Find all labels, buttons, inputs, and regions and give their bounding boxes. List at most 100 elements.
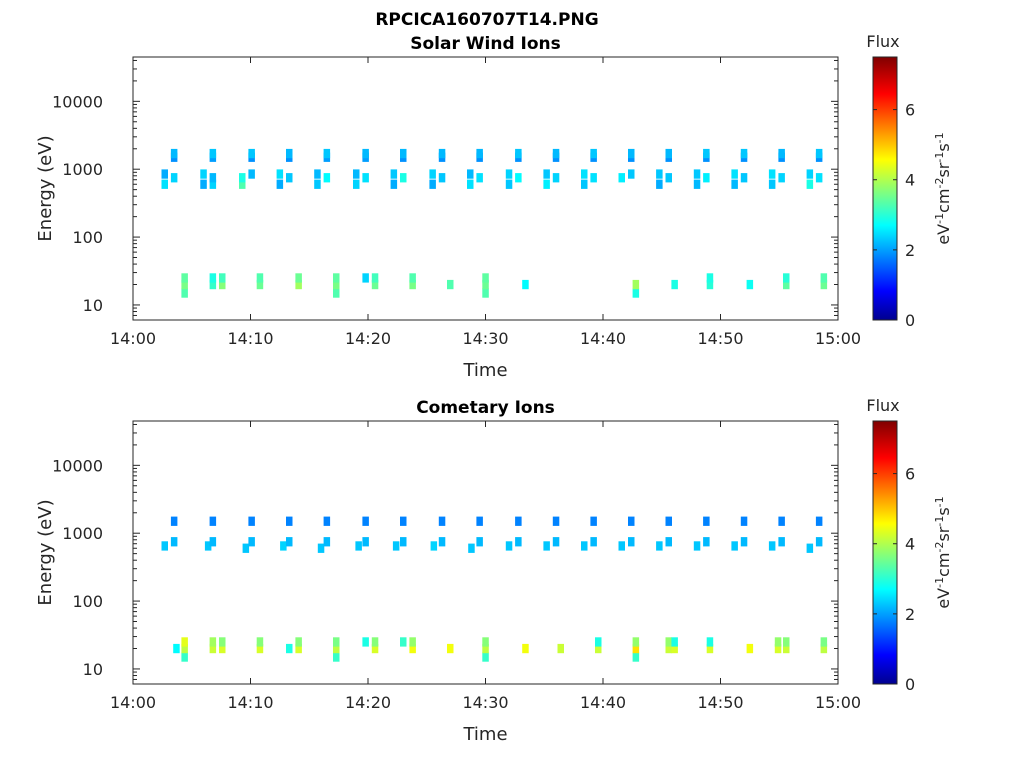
y-tick-label: 10 <box>83 660 103 679</box>
heatmap-cell <box>323 537 331 547</box>
heatmap-cell <box>665 516 672 526</box>
heatmap-cell <box>628 516 635 526</box>
heatmap-cell <box>806 179 814 189</box>
heatmap-cell <box>482 637 489 647</box>
heatmap-cell <box>362 148 369 159</box>
heatmap-cell <box>665 173 672 183</box>
heatmap-cell <box>438 516 446 526</box>
heatmap-cell <box>447 643 454 654</box>
colorbar-unit-label: eV-1cm-2sr-1s-1 <box>933 132 954 244</box>
heatmap-cell <box>482 652 489 662</box>
heatmap-cell <box>632 288 640 298</box>
heatmap-cell <box>768 169 776 179</box>
heatmap-cell <box>746 643 754 654</box>
heatmap-cell <box>706 643 714 654</box>
x-tick-label: 14:00 <box>110 693 156 712</box>
heatmap-cell <box>482 273 489 283</box>
x-tick-label: 14:30 <box>462 693 508 712</box>
heatmap-cell <box>515 148 522 159</box>
heatmap-cell <box>746 279 754 290</box>
chart-title: Cometary Ions <box>416 398 555 418</box>
y-tick-label: 10000 <box>52 92 103 111</box>
heatmap-cell <box>665 148 672 159</box>
heatmap-cell <box>333 652 340 662</box>
heatmap-cell <box>276 179 284 189</box>
heatmap-cell <box>161 541 168 551</box>
heatmap-cell <box>731 541 738 551</box>
heatmap-cell <box>778 537 785 547</box>
heatmap-cell <box>820 643 828 654</box>
heatmap-cell <box>256 273 264 283</box>
colorbar: 0 2 4 6 Flux eV-1cm-2sr-1s-1 <box>866 32 953 330</box>
heatmap-cell <box>333 288 340 298</box>
x-tick-label: 14:10 <box>227 693 273 712</box>
heatmap-cell <box>740 516 748 526</box>
heatmap-cell <box>317 543 325 553</box>
heatmap-cell <box>295 279 302 290</box>
heatmap-cell <box>522 279 529 290</box>
heatmap-cell <box>286 173 293 183</box>
heatmap-cell <box>768 541 776 551</box>
heatmap-cell <box>256 637 264 647</box>
heatmap-cell <box>543 179 550 189</box>
heatmap-cell <box>438 148 446 159</box>
heatmap-cell <box>783 273 790 283</box>
colorbar-tick-label: 0 <box>905 311 915 330</box>
x-tick-label: 14:50 <box>697 329 743 348</box>
heatmap-cell <box>392 541 400 551</box>
heatmap-cell <box>161 179 168 189</box>
x-tick-label: 14:50 <box>697 693 743 712</box>
heatmap-cell <box>438 173 446 183</box>
heatmap-cell <box>820 637 828 647</box>
heatmap-cell <box>286 148 293 159</box>
heatmap-cell <box>314 179 321 189</box>
heatmap-cell <box>181 637 188 647</box>
heatmap-cell <box>515 173 522 183</box>
heatmap-cell <box>400 637 407 647</box>
heatmap-cell <box>815 516 823 526</box>
x-axis-label: Time <box>462 360 507 381</box>
heatmap-cell <box>390 169 398 179</box>
heatmap-cell <box>768 179 776 189</box>
heatmap-cell <box>632 652 640 662</box>
heatmap-cell <box>209 637 217 647</box>
heatmap-cell <box>482 643 489 654</box>
heatmap-cell <box>740 173 748 183</box>
heatmap-cell <box>628 169 635 179</box>
heatmap-cell <box>595 637 602 647</box>
heatmap-cell <box>806 169 814 179</box>
heatmap-cell <box>333 273 340 283</box>
heatmap-cell <box>703 148 710 159</box>
heatmap-cell <box>632 643 640 654</box>
heatmap-cell <box>665 643 672 654</box>
colorbar-title: Flux <box>866 32 899 51</box>
heatmap-cell <box>219 643 226 654</box>
heatmap-cell <box>181 643 188 654</box>
heatmap-cell <box>468 543 475 553</box>
heatmap-cell <box>693 541 701 551</box>
heatmap-cell <box>219 273 226 283</box>
heatmap-cell <box>703 516 710 526</box>
colorbar-gradient <box>872 56 898 321</box>
x-tick-label: 14:30 <box>462 329 508 348</box>
heatmap-cell <box>543 541 550 551</box>
heatmap-cell <box>482 279 489 290</box>
colorbar-tick-label: 4 <box>905 535 915 554</box>
heatmap-cell <box>286 537 293 547</box>
heatmap-cell <box>505 179 513 189</box>
heatmap-cell <box>628 537 635 547</box>
heatmap-cell <box>522 643 529 654</box>
heatmap-cell <box>476 173 483 183</box>
heatmap-cell <box>618 541 625 551</box>
heatmap-cell <box>447 279 454 290</box>
heatmap-cell <box>371 279 379 290</box>
heatmap-cell <box>170 516 178 526</box>
heatmap-cell <box>400 173 407 183</box>
heatmap-cell <box>355 541 362 551</box>
heatmap-cell <box>703 173 710 183</box>
heatmap-cell <box>581 541 588 551</box>
heatmap-cell <box>590 516 597 526</box>
heatmap-cell <box>505 541 513 551</box>
heatmap-cell <box>209 173 217 183</box>
chart-title: Solar Wind Ions <box>410 34 561 54</box>
